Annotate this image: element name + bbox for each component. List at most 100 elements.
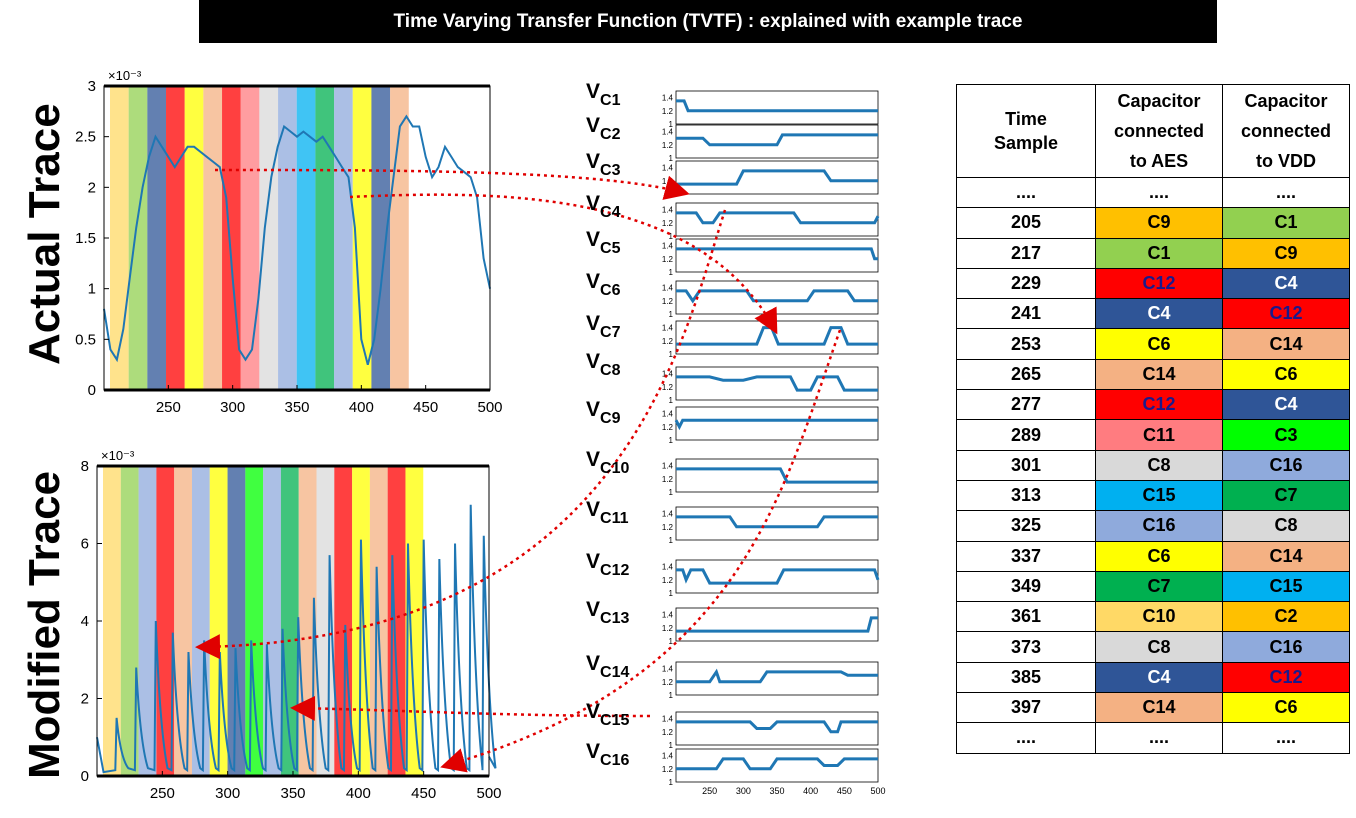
trace-line [96,504,497,774]
capacitor-cell: C12 [1095,389,1223,421]
table-row: 289 C11 C3 [956,419,1350,451]
vc-y-tick-label: 1 [669,350,674,359]
vc-trace [676,247,878,261]
table-row: 205 C9 C1 [956,207,1350,239]
color-band-C3 [245,467,264,775]
vc-plot-box [675,280,879,315]
color-band-C7 [315,87,335,389]
capacitor-cell: C16 [1222,449,1350,481]
vc-y-tick-label: 1 [669,268,674,277]
capacitor-cell: C12 [1222,298,1350,330]
vc-y-tick-label: 1.2 [662,337,674,346]
vc-y-tick-label: 1.4 [662,94,674,103]
vc-chart-14: 1 1.2 1.4 [662,661,879,700]
vc-trace [676,99,878,113]
column-header: Capacitor connected to VDD [1222,84,1350,178]
capacitor-cell: C4 [1222,267,1350,300]
vc-y-tick-label: 1.4 [662,164,674,173]
color-band-C14 [203,87,223,389]
x-tick-label: 500 [477,399,502,416]
capacitor-table: Time Sample Capacitor connected to AES Cap… [956,84,1350,754]
color-band-C16 [263,467,281,775]
vc-chart-9: 1 1.2 1.4 [662,406,879,445]
color-band-C10 [103,467,121,775]
capacitor-cell: C1 [1222,207,1350,239]
capacitor-cell: C9 [1095,207,1223,239]
table-row: ............ [956,722,1350,754]
vc-trace [676,616,878,633]
capacitor-cell: C6 [1095,328,1223,360]
color-band-C15 [296,87,316,389]
actual-trace-chart: 250 300 350 400 450 500 0 0.5 1 1.5 2 2.5 3 ×10⁻³ [75,68,502,416]
color-band-C1 [120,467,139,775]
color-band-C6 [405,467,424,775]
vc-plot-box [675,160,879,195]
y-tick-label: 2 [88,179,96,196]
vc-chart-2: 1 1.2 1.4 [662,124,879,163]
modified-trace-chart: 250 300 350 400 450 500 0 2 4 6 8 ×10⁻³ [81,448,502,802]
vc-label-16: VC16 [586,740,630,769]
y-tick-label: 2 [81,691,89,708]
vc-y-tick-label: 1.2 [662,141,674,150]
capacitor-cell: C6 [1222,358,1350,391]
capacitor-cell: .... [1095,176,1223,209]
vc-y-tick-label: 1.4 [662,370,674,379]
capacitor-cell: C4 [1095,298,1223,330]
vc-label-12: VC12 [586,550,630,579]
table-row: ............ [956,176,1350,209]
vc-y-tick-label: 1 [669,436,674,445]
vc-chart-11: 1 1.2 1.4 [662,506,879,545]
column-header: Time Sample [956,84,1096,178]
table-row: 397 C14 C6 [956,692,1350,724]
table-row: 313 C15 C7 [956,479,1350,512]
vc-y-tick-label: 1 [669,396,674,405]
vc-plot-box [675,238,879,273]
capacitor-cell: C16 [1222,631,1350,663]
color-band-C11 [240,87,260,389]
vc-label-13: VC13 [586,598,630,627]
color-band-C16 [191,467,210,775]
vc-y-tick-label: 1.4 [662,128,674,137]
vc-label-8: VC8 [586,350,621,379]
capacitor-cell: C8 [1095,449,1223,481]
capacitor-cell: C15 [1095,479,1223,512]
vc-y-tick-label: 1.2 [662,576,674,585]
time-sample-cell: 373 [956,631,1096,663]
vc-y-tick-label: 1.4 [662,206,674,215]
vc-y-tick-label: 1.4 [662,611,674,620]
vc-y-tick-label: 1 [669,232,674,241]
table-row: 217 C1 C9 [956,237,1350,269]
connector-arrows [195,168,842,773]
x-tick-label: 450 [413,399,438,416]
trace-line [103,114,491,365]
vc-label-10: VC10 [586,448,630,477]
y-exponent: ×10⁻³ [101,448,135,463]
vc-trace [676,375,878,392]
y-tick-label: 4 [81,613,89,630]
capacitor-cell: C14 [1222,540,1350,572]
capacitor-cell: C6 [1095,540,1223,572]
vc-label-4: VC4 [586,192,621,221]
vc-trace [676,467,878,484]
y-exponent: ×10⁻³ [108,68,142,83]
table-row: 325 C16 C8 [956,510,1350,542]
vc-chart-8: 1 1.2 1.4 [662,366,879,405]
capacitor-cell: C12 [1222,661,1350,694]
vc-y-tick-label: 1 [669,741,674,750]
x-tick-label: 450 [411,785,436,802]
time-sample-cell: 313 [956,479,1096,512]
vc-y-tick-label: 1.2 [662,678,674,687]
vc-y-tick-label: 1.4 [662,665,674,674]
y-tick-label: 2.5 [75,129,96,146]
color-band-C6 [352,87,372,389]
vc-x-tick-label: 250 [702,786,717,796]
vc-x-tick-label: 350 [769,786,784,796]
vc-y-tick-label: 1.2 [662,423,674,432]
vc-chart-12: 1 1.2 1.4 [662,559,880,598]
vc-label-14: VC14 [586,652,630,681]
vc-y-tick-label: 1 [669,120,674,129]
x-tick-label: 500 [476,785,501,802]
time-sample-cell: 253 [956,328,1096,360]
vc-x-tick-label: 450 [837,786,852,796]
capacitor-cell: C9 [1222,237,1350,269]
